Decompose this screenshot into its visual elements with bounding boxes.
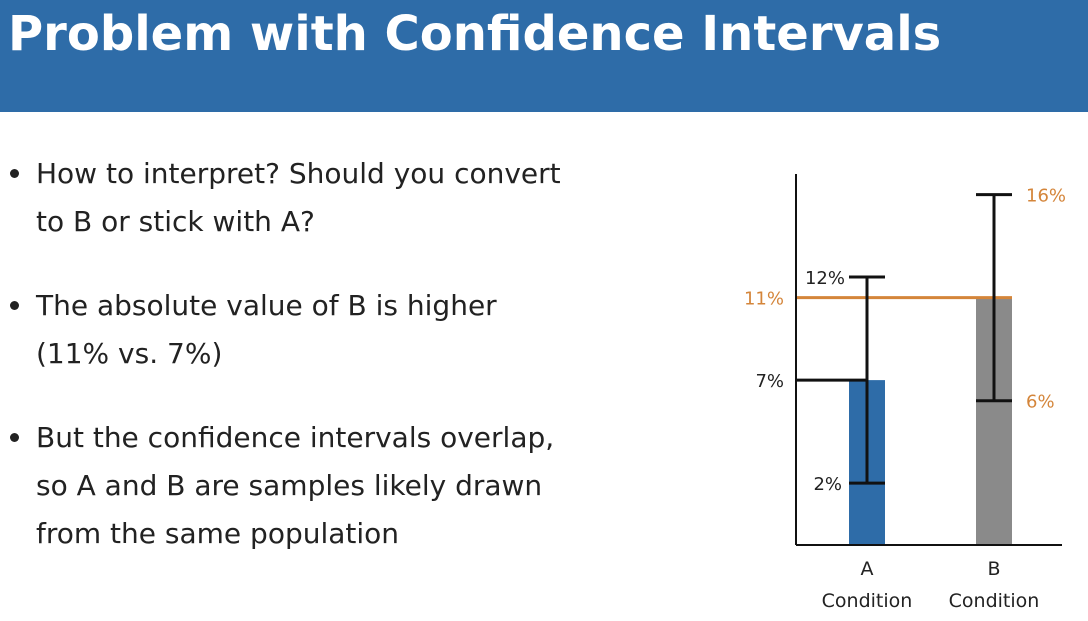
bullet-text-line: How to interpret? Should you convert bbox=[36, 157, 561, 190]
value-label-b-high: 16% bbox=[1026, 186, 1066, 207]
bullet-text-line: The absolute value of B is higher bbox=[36, 289, 497, 322]
bullet-dot-icon bbox=[10, 301, 19, 310]
bullet-text-line: (11% vs. 7%) bbox=[36, 337, 223, 370]
title-bar: Problem with Confidence Intervals bbox=[0, 0, 1088, 112]
category-label-line: Condition bbox=[822, 590, 913, 612]
bullet-item: How to interpret? Should you convert to … bbox=[0, 150, 640, 246]
value-label-a-mean: 7% bbox=[755, 371, 784, 392]
bullet-text-line: to B or stick with A? bbox=[36, 205, 315, 238]
slide-title: Problem with Confidence Intervals bbox=[8, 6, 942, 62]
bullet-item: The absolute value of B is higher (11% v… bbox=[0, 282, 640, 378]
value-label-a-low: 2% bbox=[813, 474, 842, 495]
bullet-text-line: from the same population bbox=[36, 517, 400, 550]
category-label-line: Condition bbox=[949, 590, 1040, 612]
bullet-text-line: But the confidence intervals overlap, bbox=[36, 421, 555, 454]
value-label-b-mean: 11% bbox=[744, 289, 784, 310]
bullet-item: But the confidence intervals overlap, so… bbox=[0, 414, 640, 558]
bullet-list: How to interpret? Should you convert to … bbox=[0, 150, 640, 594]
category-label-line: B bbox=[987, 558, 1000, 580]
value-label-b-low: 6% bbox=[1026, 392, 1055, 413]
value-label-a-high: 12% bbox=[805, 268, 845, 289]
bullet-text-line: so A and B are samples likely drawn bbox=[36, 469, 543, 502]
confidence-interval-chart: 11% 7% 12% 2% 16% 6% A Condition B Condition bbox=[744, 174, 1066, 612]
bullet-dot-icon bbox=[10, 433, 19, 442]
category-label-line: A bbox=[861, 558, 874, 580]
bullet-dot-icon bbox=[10, 169, 19, 178]
